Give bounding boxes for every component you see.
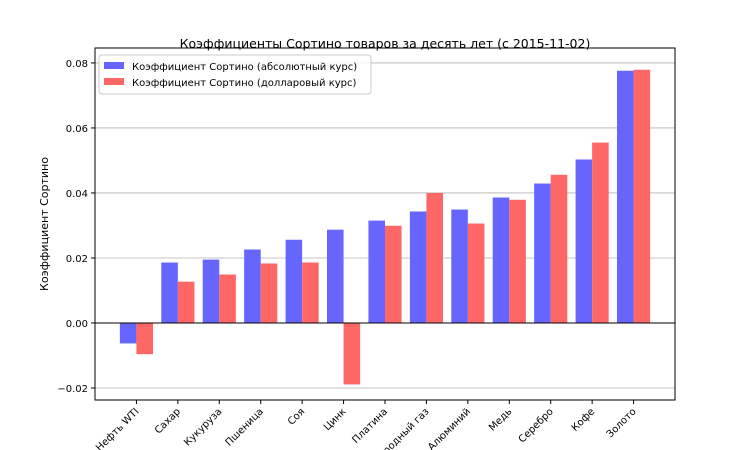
bar-dollar [343,322,361,385]
bar-dollar [426,192,443,323]
bar-absolute [617,70,634,323]
x-tick-label: Цинк [322,406,349,433]
legend-swatch [104,78,124,85]
y-tick-label: 0.04 [66,189,88,200]
x-tick-label: Нефть WTI [94,406,141,450]
y-tick-label: 0.02 [66,254,88,265]
bar-absolute [244,249,261,323]
y-axis-label: Коэффициент Сортино [38,157,51,291]
bar-dollar [302,262,319,323]
y-tick-label: 0.00 [66,319,88,330]
bar-absolute [409,211,427,323]
bar-absolute [119,322,137,344]
x-tick-label: Кукуруза [182,406,224,448]
y-tick-label: −0.02 [57,384,88,395]
x-tick-label: Пшеница [224,406,266,448]
bar-absolute [202,259,220,323]
bar-dollar [550,174,568,323]
chart-title: Коэффициенты Сортино товаров за десять л… [180,36,591,51]
legend-label: Коэффициент Сортино (долларовый курс) [132,78,356,89]
bar-dollar [509,199,526,323]
bar-dollar [633,69,651,323]
legend-label: Коэффициент Сортино (абсолютный курс) [132,62,357,73]
bar-absolute [327,229,344,323]
bar-dollar [136,322,153,355]
x-tick-label: Серебро [517,406,556,445]
y-tick-label: 0.08 [66,59,88,70]
bar-absolute [161,262,178,323]
bar-dollar [385,225,402,323]
x-tick-label: Платина [351,406,391,446]
x-tick-label: Медь [487,406,514,433]
bar-absolute [492,197,510,323]
bar-absolute [575,159,593,323]
bar-dollar [592,142,609,323]
bar-absolute [451,209,468,323]
bar-absolute [368,220,385,323]
x-tick-label: Кофе [570,406,598,434]
bar-dollar [260,263,278,323]
x-tick-label: Золото [605,406,639,440]
bar-dollar [219,274,236,323]
bar-dollar [467,223,485,323]
bar-dollar [177,281,195,323]
x-tick-label: Сахар [153,406,183,436]
bar-absolute [534,183,551,323]
x-tick-label: Соя [286,406,307,427]
legend-box [98,54,372,95]
bar-absolute [285,239,303,323]
x-tick-label: Алюминий [426,406,473,450]
legend: Коэффициент Сортино (абсолютный курс) Коэ… [98,54,372,95]
legend-swatch [104,62,124,69]
y-tick-label: 0.06 [66,124,88,135]
